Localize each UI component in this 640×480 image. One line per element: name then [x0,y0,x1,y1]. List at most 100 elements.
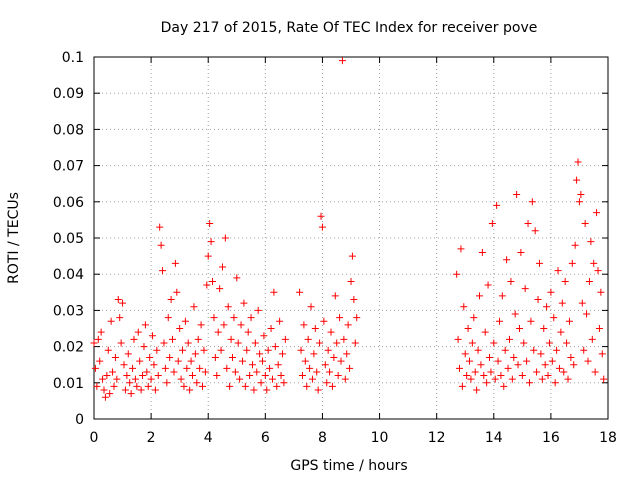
data-point [481,328,489,336]
x-tick-label: 4 [204,430,213,446]
y-tick-label: 0.02 [53,340,84,356]
data-point [200,346,208,354]
data-point [100,386,108,394]
y-tick-label: 0.1 [62,50,84,66]
data-point [544,372,552,380]
data-points [90,57,608,401]
data-point [487,368,495,376]
data-point [513,191,521,199]
data-point [90,339,98,347]
data-point [194,335,202,343]
data-point [494,357,502,365]
data-point [258,357,266,365]
data-point [217,346,225,354]
data-point [480,372,488,380]
data-point [123,372,131,380]
data-point [587,238,595,246]
data-point [530,346,538,354]
data-point [528,198,536,206]
data-point [94,335,102,343]
y-tick-label: 0 [75,412,84,428]
data-point [580,346,588,354]
data-point [505,335,513,343]
data-point [567,353,575,361]
data-point [161,364,169,372]
data-point [93,382,101,390]
data-point [160,339,168,347]
data-point [547,288,555,296]
data-point [328,382,336,390]
data-point [541,361,549,369]
data-point [501,346,509,354]
data-point [227,335,235,343]
y-tick-label: 0.04 [53,267,84,283]
data-point [230,314,238,322]
data-point [241,382,249,390]
data-point [550,314,558,322]
data-point [278,350,286,358]
data-point [253,368,261,376]
data-point [535,259,543,267]
data-point [129,364,137,372]
data-point [330,353,338,361]
x-tick-label: 8 [318,430,327,446]
data-point [120,361,128,369]
data-point [323,379,331,387]
data-point [144,382,152,390]
x-tick-label: 16 [542,430,560,446]
data-point [577,191,585,199]
data-point [594,267,602,275]
data-point [104,346,112,354]
data-point [553,346,561,354]
data-point [206,220,214,228]
data-point [474,346,482,354]
data-point [298,372,306,380]
data-point [254,306,262,314]
data-point [477,361,485,369]
data-point [281,335,289,343]
data-point [571,241,579,249]
data-point [190,303,198,311]
data-point [267,325,275,332]
data-point [264,346,272,354]
data-point [495,317,503,325]
data-point [143,368,151,376]
data-point [508,375,516,383]
data-point [527,317,535,325]
data-point [277,372,285,380]
data-point [538,375,546,383]
data-point [488,220,496,228]
data-point [106,390,114,398]
data-point [266,364,274,372]
data-point [564,375,572,383]
data-point [565,317,573,325]
data-point [251,339,259,347]
data-point [456,364,464,372]
data-point [154,372,162,380]
data-point [338,57,346,65]
x-axis-label: GPS time / hours [290,458,407,474]
data-point [170,368,178,376]
data-point [543,303,551,311]
data-point [243,346,251,354]
data-point [307,303,315,311]
data-point [248,361,256,369]
axis-ticks: 0 2 4 6 8 10 12 14 16 18 0 0.01 0.02 0.03 0.04 0.05 0.06… [53,50,617,446]
data-point [318,223,326,231]
x-tick-label: 0 [90,430,99,446]
data-point [159,267,167,275]
data-point [511,310,519,318]
data-point [244,328,252,336]
data-point [183,364,191,372]
data-point [169,335,177,343]
data-point [184,339,192,347]
data-point [110,382,118,390]
data-point [333,339,341,347]
data-point [187,357,195,365]
data-point [471,368,479,376]
data-point [554,267,562,275]
data-point [134,328,142,336]
data-point [303,382,311,390]
data-point [517,248,525,256]
data-point [561,277,569,285]
